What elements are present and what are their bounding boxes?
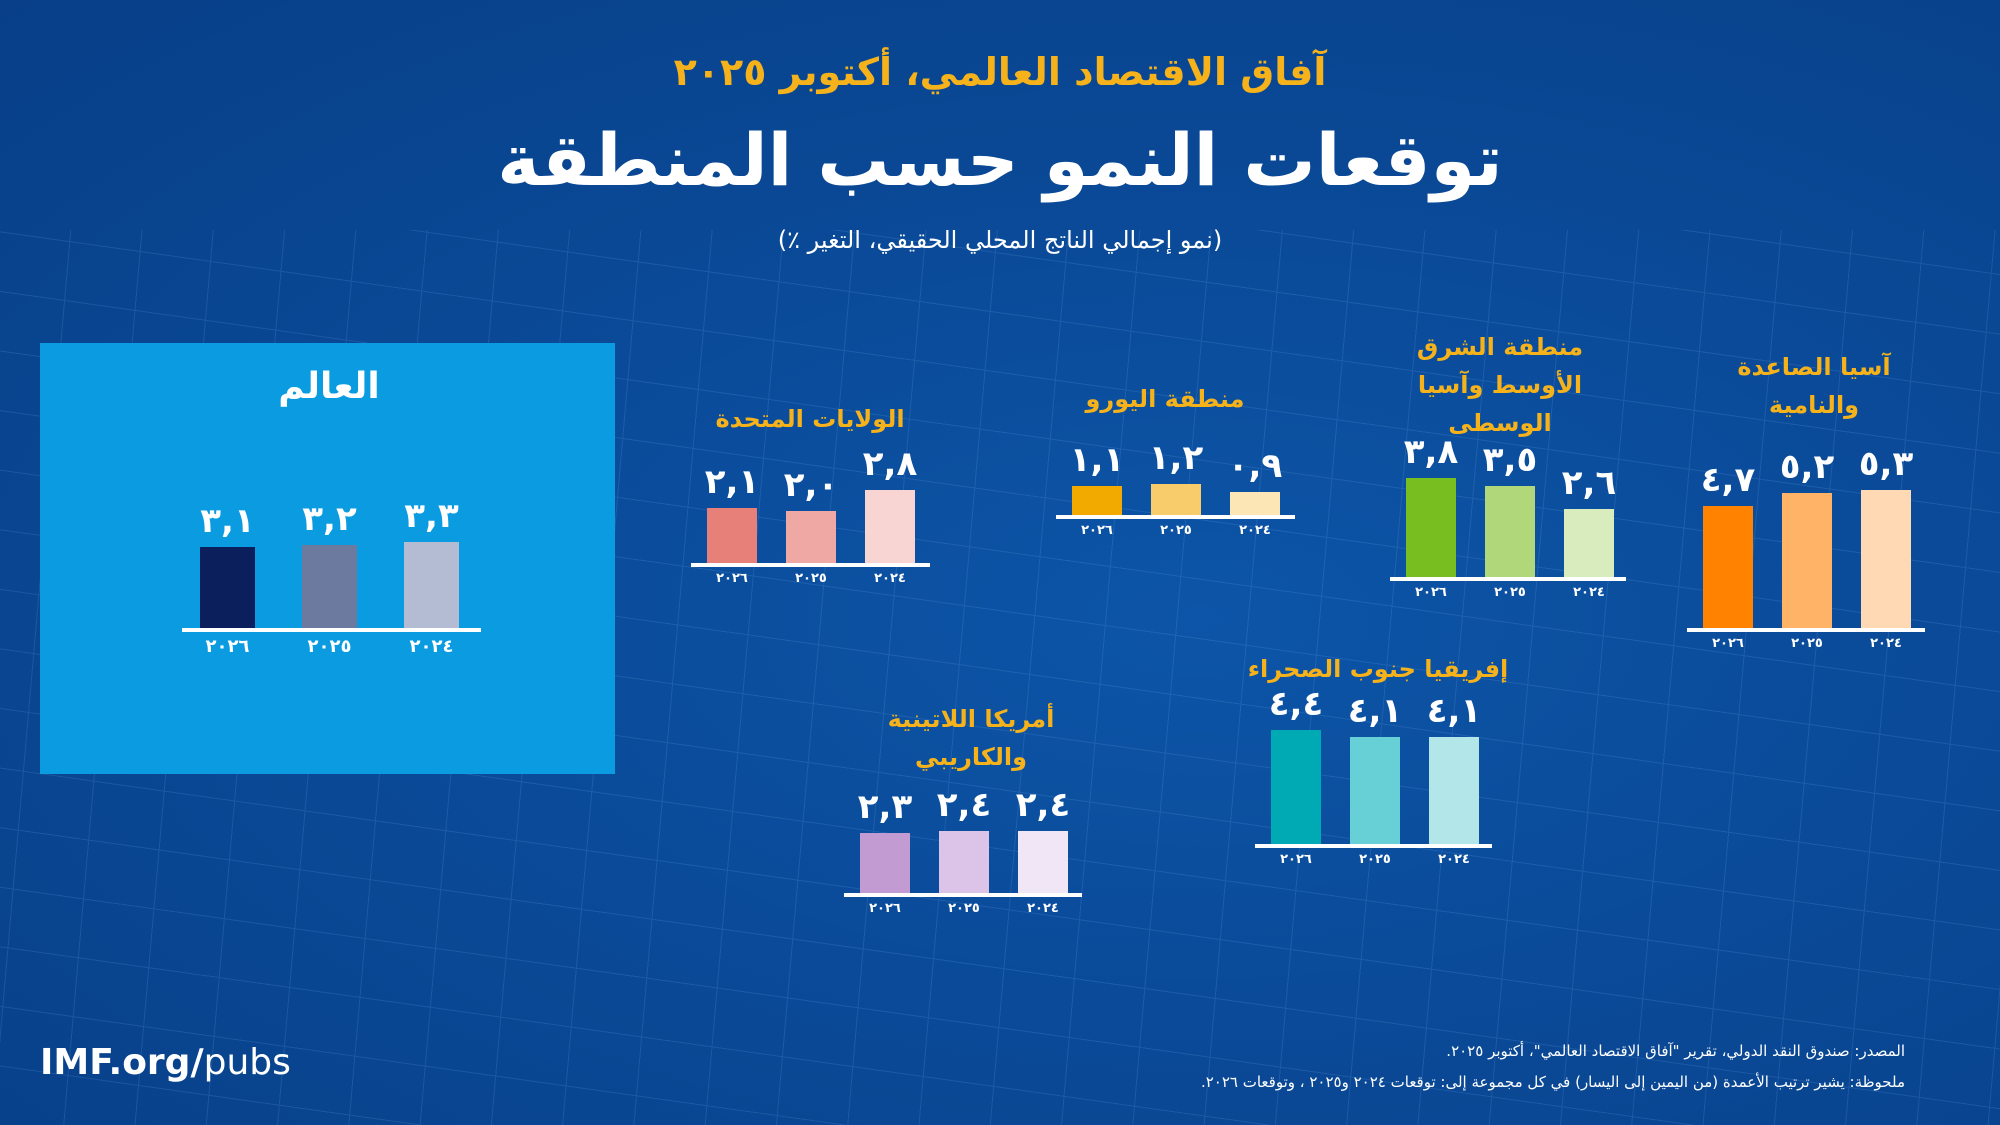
data-label: ٢,٠	[783, 465, 839, 505]
bar	[1072, 486, 1122, 515]
bar	[1485, 486, 1535, 577]
bar	[404, 542, 459, 628]
report-supertitle: آفاق الاقتصاد العالمي، أكتوبر ٢٠٢٥	[673, 50, 1327, 94]
group-title: منطقة الشرق الأوسط وآسيا الوسطى	[1416, 333, 1584, 437]
year-tick-label: ٢٠٢٦	[1081, 523, 1113, 538]
bar	[707, 508, 757, 563]
group-baseline	[691, 563, 930, 567]
year-tick-label: ٢٠٢٥	[1494, 585, 1526, 600]
group-title: أمريكا اللاتينية والكاريبي	[887, 705, 1055, 771]
data-label: ٤,٧	[1700, 459, 1756, 500]
bar	[1703, 505, 1753, 628]
year-tick-label: ٢٠٢٥	[307, 636, 352, 657]
group-baseline	[1056, 515, 1295, 519]
group-title: الولايات المتحدة	[715, 405, 905, 433]
group-title: منطقة اليورو	[1085, 385, 1245, 413]
bar	[939, 830, 989, 893]
data-label: ١,٢	[1148, 437, 1204, 478]
data-label: ٣,٣	[404, 496, 459, 537]
year-tick-label: ٢٠٢٦	[869, 901, 901, 916]
data-label: ٢,٦	[1561, 463, 1617, 504]
year-tick-label: ٢٠٢٥	[1160, 523, 1192, 538]
year-tick-label: ٢٠٢٤	[1438, 852, 1470, 867]
group-title: العالم	[278, 366, 380, 407]
bar	[1782, 492, 1832, 628]
data-label: ٥,٢	[1779, 446, 1835, 487]
source-note: المصدر: صندوق النقد الدولي، تقرير "آفاق …	[1446, 1042, 1905, 1060]
bar	[1230, 491, 1280, 515]
year-tick-label: ٢٠٢٤	[1027, 901, 1059, 916]
bar	[302, 544, 357, 628]
page-title: توقعات النمو حسب المنطقة	[497, 118, 1503, 202]
bar	[1018, 830, 1068, 893]
data-label: ١,١	[1069, 440, 1125, 481]
year-tick-label: ٢٠٢٦	[1280, 852, 1312, 867]
data-label: ٣,٥	[1482, 440, 1538, 480]
data-label: ٣,١	[200, 501, 255, 542]
bar	[200, 547, 255, 628]
year-tick-label: ٢٠٢٦	[1415, 585, 1447, 600]
imf-link-domain: IMF.org/	[40, 1042, 204, 1083]
bar	[1429, 737, 1479, 844]
data-label: ٢,٨	[862, 444, 918, 485]
year-tick-label: ٢٠٢٤	[409, 636, 454, 657]
year-tick-label: ٢٠٢٦	[1712, 636, 1744, 651]
data-label: ٤,١	[1347, 691, 1403, 732]
data-label: ٢,٤	[936, 784, 992, 825]
footnote: ملحوظة: يشير ترتيب الأعمدة (من اليمين إل…	[1200, 1073, 1905, 1091]
data-label: ٢,٤	[1015, 784, 1071, 825]
year-tick-label: ٢٠٢٥	[1359, 852, 1391, 867]
group-baseline	[1255, 844, 1492, 848]
bar	[1151, 483, 1201, 515]
bar	[1350, 737, 1400, 844]
data-label: ٢,٣	[857, 787, 913, 828]
group-baseline	[1390, 577, 1626, 581]
group-baseline	[844, 893, 1082, 897]
data-label: ٤,١	[1426, 691, 1482, 732]
year-tick-label: ٢٠٢٤	[874, 571, 906, 586]
bar	[865, 490, 915, 563]
group-title: إفريقيا جنوب الصحراء	[1247, 655, 1509, 683]
bar	[1861, 490, 1911, 628]
data-label: ٢,١	[704, 462, 760, 503]
year-tick-label: ٢٠٢٥	[1791, 636, 1823, 651]
imf-link-path: pubs	[203, 1042, 291, 1083]
bar	[860, 833, 910, 893]
bar	[1564, 509, 1614, 577]
group-baseline	[182, 628, 481, 632]
data-label: ٥,٣	[1858, 444, 1914, 485]
data-label: ٠,٩	[1227, 445, 1283, 486]
group-title: آسيا الصاعدة والنامية	[1737, 353, 1891, 419]
year-tick-label: ٢٠٢٤	[1239, 523, 1271, 538]
bar	[1406, 478, 1456, 577]
year-tick-label: ٢٠٢٦	[716, 571, 748, 586]
page-subtitle: (نمو إجمالي الناتج المحلي الحقيقي، التغي…	[777, 226, 1223, 254]
imf-link[interactable]: IMF.org/pubs	[40, 1042, 291, 1083]
year-tick-label: ٢٠٢٥	[795, 571, 827, 586]
bar	[1271, 729, 1321, 844]
year-tick-label: ٢٠٢٤	[1573, 585, 1605, 600]
year-tick-label: ٢٠٢٤	[1870, 636, 1902, 651]
data-label: ٣,٢	[302, 498, 357, 539]
data-label: ٣,٨	[1403, 432, 1459, 473]
year-tick-label: ٢٠٢٥	[948, 901, 980, 916]
year-tick-label: ٢٠٢٦	[205, 636, 250, 657]
data-label: ٤,٤	[1268, 683, 1324, 724]
group-baseline	[1687, 628, 1925, 632]
bar	[786, 511, 836, 563]
